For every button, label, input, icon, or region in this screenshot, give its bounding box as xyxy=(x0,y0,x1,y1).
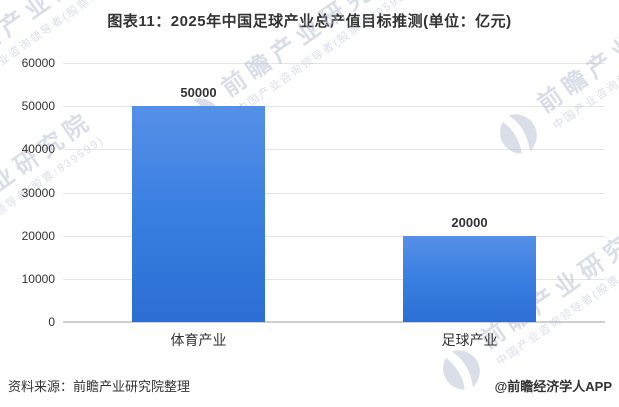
x-category-label: 体育产业 xyxy=(170,332,227,348)
y-tick-label: 50000 xyxy=(21,99,55,114)
gridline xyxy=(63,192,605,194)
bar-value-label: 20000 xyxy=(451,214,488,230)
bar xyxy=(403,235,536,322)
y-tick-label: 40000 xyxy=(21,142,55,157)
bar xyxy=(132,106,265,322)
gridline xyxy=(63,106,605,108)
credit-note: @前瞻经济学人APP xyxy=(494,379,612,394)
bar-value-label: 50000 xyxy=(180,85,217,101)
chart-title: 图表11：2025年中国足球产业总产值目标推测(单位：亿元) xyxy=(107,13,512,30)
y-tick-label: 10000 xyxy=(21,271,55,286)
gridline xyxy=(63,63,605,64)
source-note: 资料来源：前瞻产业研究院整理 xyxy=(8,379,191,394)
gridline xyxy=(63,235,605,237)
y-tick-label: 30000 xyxy=(21,185,55,200)
gridline xyxy=(63,278,605,280)
y-tick-label: 60000 xyxy=(21,56,55,70)
plot-area xyxy=(63,63,605,323)
x-axis-line xyxy=(63,321,605,323)
gridline xyxy=(63,149,605,151)
y-tick-label: 20000 xyxy=(21,228,55,243)
x-category-label: 足球产业 xyxy=(441,332,498,348)
y-tick-label: 0 xyxy=(48,315,55,329)
